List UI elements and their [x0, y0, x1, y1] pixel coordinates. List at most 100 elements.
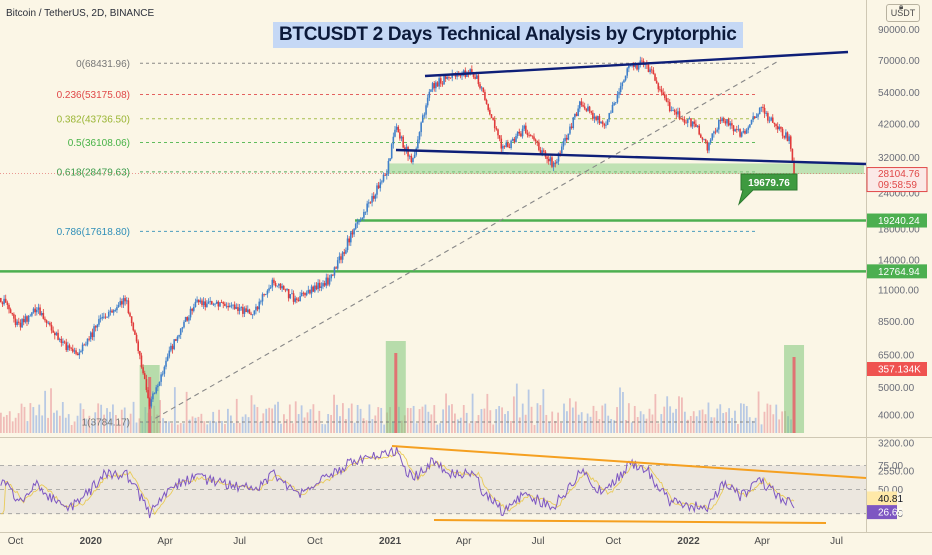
candle-body [11, 313, 14, 315]
candle-body [333, 267, 336, 276]
volume-bar [728, 408, 730, 433]
volume-bar [607, 415, 610, 433]
candle-body [497, 129, 499, 136]
price-tick-label: 54000.00 [878, 88, 920, 99]
candle-body [596, 116, 599, 120]
volume-bar [330, 414, 332, 433]
candle-body [228, 305, 231, 308]
volume-bar [339, 416, 341, 433]
candle-body [372, 196, 375, 199]
volume-bar [742, 403, 745, 433]
candle-body [469, 69, 472, 74]
candle-body [145, 379, 148, 391]
candle-body [327, 277, 329, 285]
candle-body [744, 131, 746, 134]
candle-body [526, 133, 529, 135]
candle-body [246, 309, 249, 312]
candle-body [63, 341, 66, 343]
candle-body [9, 309, 12, 314]
candle-body [364, 211, 367, 213]
candle-body [222, 302, 225, 304]
fib-level-label: 0.786(17618.80) [57, 227, 130, 238]
countdown-label: 09:58:59 [878, 180, 917, 191]
volume-bar [445, 393, 447, 433]
candle-body [199, 300, 202, 303]
candle-body [176, 336, 179, 341]
candle-body [119, 301, 122, 305]
volume-bar [106, 408, 108, 433]
candle-body [500, 138, 503, 149]
candle-body [682, 119, 684, 120]
volume-bar [492, 424, 495, 433]
volume-bar [518, 417, 521, 433]
candle-body [628, 65, 630, 69]
volume-bar [256, 407, 259, 433]
candle-body [286, 289, 288, 291]
volume-bar [165, 421, 167, 433]
volume-bar [82, 409, 85, 433]
candle-body [439, 78, 442, 84]
candle-body [474, 76, 476, 79]
volume-bar [41, 415, 44, 433]
candle-body [577, 108, 579, 116]
candle-body [34, 308, 36, 313]
candle-body [106, 316, 108, 318]
currency-button[interactable]: 🔒︎ USDT [886, 2, 920, 22]
candle-body [168, 350, 171, 357]
volume-bar [26, 421, 29, 433]
volume-bar [76, 415, 79, 433]
candle-body [91, 332, 94, 338]
volume-bar [120, 409, 123, 433]
candle-body [438, 78, 440, 87]
volume-bar [8, 411, 11, 433]
candle-body [346, 238, 349, 251]
candle-body [652, 70, 655, 75]
candle-body [14, 318, 17, 325]
candle-body [765, 113, 768, 114]
candle-body [171, 345, 174, 350]
candle-body [621, 82, 624, 87]
volume-bar [636, 417, 639, 433]
candle-body [525, 125, 527, 134]
candle-body [603, 123, 606, 126]
candle-body [6, 302, 9, 305]
candle-body [183, 321, 185, 328]
candle-body [757, 114, 759, 117]
candle-body [508, 147, 511, 148]
candle-body [39, 307, 41, 315]
volume-bar [536, 403, 539, 433]
candle-body [382, 174, 385, 182]
candle-body [253, 310, 256, 315]
price-tick-label: 3200.00 [878, 438, 915, 449]
candle-body [408, 155, 411, 157]
volume-badge [867, 362, 927, 376]
volume-bar [645, 418, 648, 433]
volume-bar [775, 404, 778, 433]
candle-body [737, 129, 740, 130]
candle-body [299, 296, 301, 302]
candle-body [590, 111, 593, 113]
volume-bar [439, 423, 442, 433]
candle-body [554, 162, 557, 164]
candle-body [139, 351, 141, 356]
volume-bar [424, 404, 427, 433]
candle-body [71, 348, 74, 352]
candle-body [40, 313, 43, 315]
candle-body [595, 116, 597, 120]
candle-body [323, 283, 326, 286]
candle-body [613, 103, 615, 105]
level-price-label: 19240.24 [878, 216, 920, 227]
candle-body [546, 156, 548, 159]
candle-body [719, 120, 722, 122]
candle-body [716, 129, 718, 132]
price-tick-label: 6500.00 [878, 350, 915, 361]
candle-body [569, 126, 571, 134]
candle-body [767, 113, 769, 121]
volume-bar [663, 406, 666, 433]
volume-bar [368, 404, 371, 433]
candle-body [157, 385, 159, 388]
candle-body [343, 252, 346, 254]
volume-bar [421, 406, 424, 433]
rsi-current-badge [867, 505, 897, 520]
